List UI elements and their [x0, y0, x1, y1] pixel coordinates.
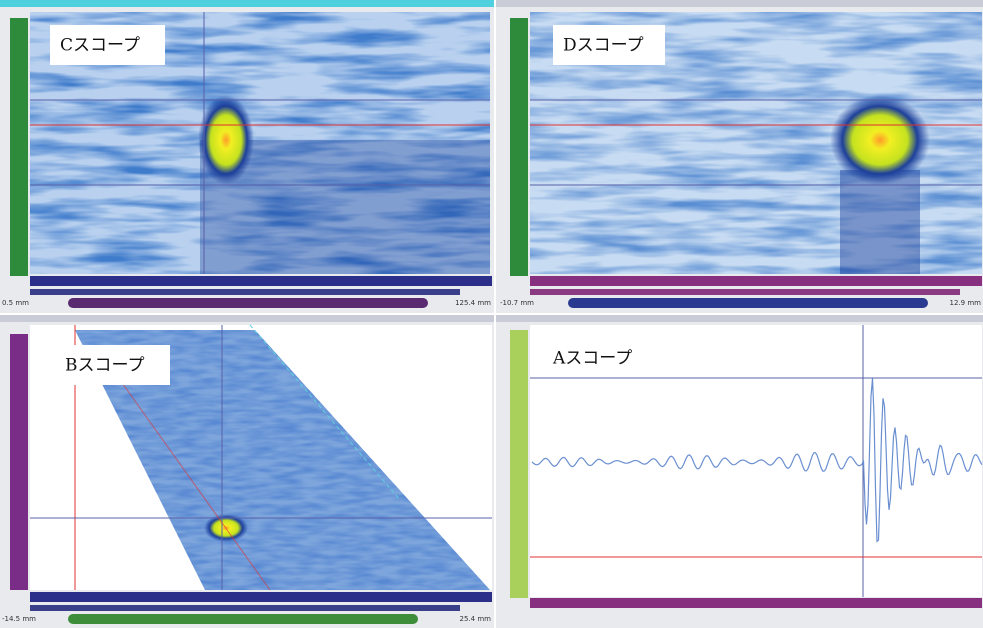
- scope-label: Dスコープ: [563, 36, 644, 56]
- range-end: 12.9 mm: [950, 299, 982, 307]
- scope-label: Bスコープ: [65, 356, 144, 376]
- scope-label: Cスコープ: [60, 36, 140, 56]
- range-labels: 0.5 mm 125.4 mm -10.7 mm 12.9 mm -14.5 m…: [2, 299, 981, 623]
- range-end: 25.4 mm: [460, 615, 492, 623]
- range-end: 125.4 mm: [455, 299, 491, 307]
- b-scope-cursors: [30, 324, 492, 591]
- range-start: 0.5 mm: [2, 299, 29, 307]
- range-start: -10.7 mm: [500, 299, 534, 307]
- range-start: -14.5 mm: [2, 615, 36, 623]
- scope-labels: Cスコープ Dスコープ Bスコープ Aスコープ: [50, 25, 665, 385]
- scope-label: Aスコープ: [552, 349, 632, 369]
